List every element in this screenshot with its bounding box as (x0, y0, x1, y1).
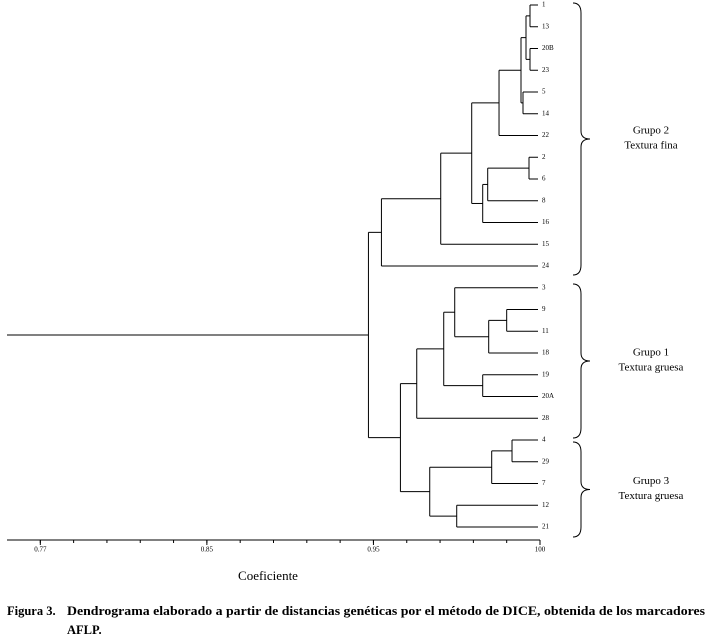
leaf-label: 7 (542, 479, 546, 487)
leaf-label: 1 (542, 1, 546, 9)
x-tick-label: 0.77 (34, 546, 47, 554)
leaf-label: 29 (542, 457, 550, 465)
group-label: Textura gruesa (619, 362, 684, 374)
leaf-label: 11 (542, 327, 549, 335)
leaf-label: 14 (542, 109, 550, 117)
leaf-label: 20A (542, 392, 554, 400)
group-label: Grupo 1 (633, 347, 669, 359)
caption-line: AFLP. (67, 623, 102, 637)
leaf-label: 9 (542, 305, 546, 313)
leaf-label: 4 (542, 436, 546, 444)
group-label: Grupo 2 (633, 125, 669, 137)
leaf-label: 16 (542, 218, 550, 226)
leaf-label: 21 (542, 523, 550, 531)
leaf-label: 3 (542, 283, 546, 291)
group-brace (572, 283, 591, 439)
leaf-label: 18 (542, 349, 550, 357)
x-tick-label: 0.95 (367, 546, 380, 554)
group-label: Textura gruesa (619, 490, 684, 502)
leaf-label: 24 (542, 262, 550, 270)
leaf-label: 12 (542, 501, 550, 509)
x-tick-label: 100 (535, 546, 546, 554)
leaf-label: 13 (542, 22, 550, 30)
x-tick-label: 0.85 (201, 546, 214, 554)
leaf-label: 22 (542, 131, 550, 139)
leaf-label: 15 (542, 240, 550, 248)
leaf-label: 8 (542, 196, 546, 204)
leaf-label: 20B (542, 44, 554, 52)
leaf-label: 23 (542, 66, 550, 74)
leaf-label: 28 (542, 414, 550, 422)
x-axis-title: Coeficiente (238, 568, 298, 583)
group-brace (572, 441, 591, 538)
leaf-label: 6 (542, 175, 546, 183)
group-label: Grupo 3 (633, 475, 670, 487)
caption-line: Dendrograma elaborado a partir de distan… (67, 604, 705, 618)
leaf-label: 5 (542, 88, 546, 96)
caption-label: Figura 3. (7, 604, 56, 618)
leaf-label: 2 (542, 153, 546, 161)
group-brace (572, 2, 591, 276)
leaf-label: 19 (542, 370, 550, 378)
group-label: Textura fina (624, 140, 677, 152)
